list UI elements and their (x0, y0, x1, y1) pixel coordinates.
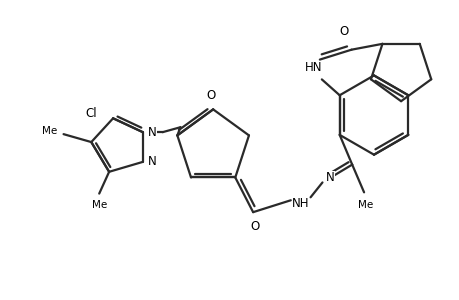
Text: Me: Me (91, 200, 106, 211)
Text: N: N (325, 171, 334, 184)
Text: NH: NH (291, 197, 309, 210)
Text: N: N (148, 126, 157, 139)
Text: N: N (148, 155, 157, 168)
Text: Me: Me (42, 126, 57, 136)
Text: O: O (250, 220, 259, 232)
Text: Cl: Cl (85, 107, 97, 120)
Text: O: O (338, 25, 347, 38)
Text: O: O (206, 89, 215, 102)
Text: Me: Me (358, 200, 373, 210)
Text: HN: HN (304, 61, 322, 74)
